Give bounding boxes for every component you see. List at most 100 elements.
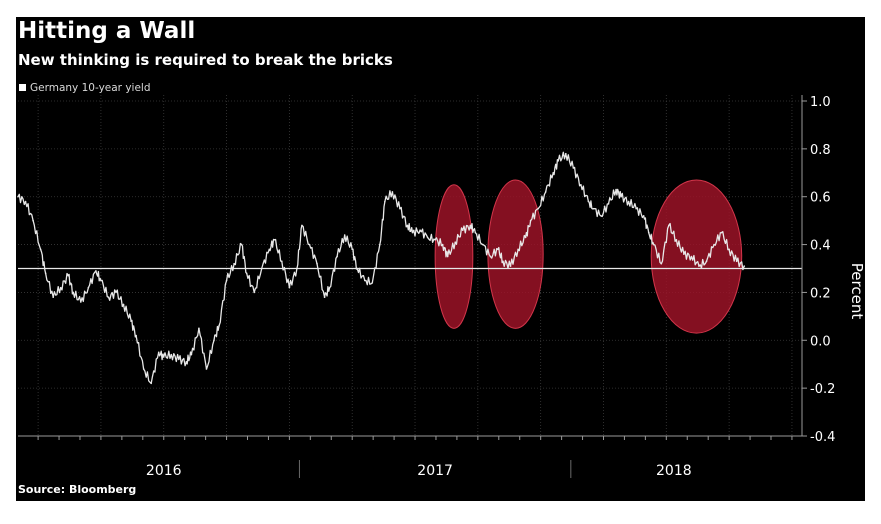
data-point	[627, 200, 630, 203]
data-point	[620, 195, 622, 198]
data-point	[509, 265, 512, 267]
data-point	[728, 248, 730, 251]
data-point	[24, 200, 27, 203]
data-point	[441, 243, 444, 246]
y-tick-label: -0.4	[810, 430, 835, 445]
data-point	[668, 224, 670, 227]
data-point	[572, 167, 575, 169]
y-tick-label: 0.6	[810, 191, 831, 206]
data-point	[343, 234, 346, 236]
y-axis-label: Percent	[848, 263, 865, 320]
legend-label: Germany 10-year yield	[30, 82, 151, 94]
data-point	[426, 236, 429, 239]
data-point	[363, 279, 366, 282]
y-tick-label: -0.2	[810, 382, 835, 397]
data-point	[660, 262, 663, 265]
data-point	[461, 229, 464, 232]
data-point	[564, 152, 567, 155]
data-point	[240, 243, 243, 246]
data-point	[384, 200, 386, 203]
source-note: Source: Bloomberg	[18, 483, 137, 496]
data-point	[592, 207, 595, 210]
data-point	[100, 279, 102, 282]
data-point	[399, 207, 401, 210]
data-point	[72, 291, 75, 294]
data-point	[135, 334, 137, 337]
data-point	[185, 361, 188, 363]
data-point	[642, 215, 645, 217]
data-point	[635, 207, 637, 210]
data-point	[281, 260, 283, 263]
y-tick-label: 0.0	[810, 334, 831, 349]
data-point	[743, 265, 746, 267]
data-point	[371, 282, 374, 284]
data-point	[122, 303, 125, 306]
y-tick-label: 0.2	[810, 286, 831, 301]
data-point	[690, 255, 693, 258]
data-point	[225, 279, 228, 282]
data-point	[59, 286, 62, 289]
data-point	[552, 171, 555, 174]
data-point	[150, 382, 152, 385]
data-point	[469, 224, 472, 227]
data-point	[17, 195, 19, 198]
data-point	[379, 243, 381, 246]
data-point	[213, 339, 215, 342]
data-point	[529, 219, 532, 222]
data-point	[713, 243, 715, 246]
data-point	[52, 296, 54, 299]
data-point	[720, 231, 723, 234]
data-point	[600, 215, 602, 217]
series-lines	[17, 151, 746, 385]
data-point	[557, 160, 560, 162]
data-point	[735, 260, 738, 263]
chart-subtitle: New thinking is required to break the br…	[18, 51, 393, 69]
data-point	[218, 325, 220, 327]
data-point	[615, 188, 617, 191]
chart-frame: 1.0 0.8 0.6 0.4 0.2 0.0 -0.2 -0.4 2016 2017 2018 P…	[16, 17, 865, 501]
data-point	[80, 301, 82, 303]
data-point	[705, 260, 708, 263]
data-point	[454, 241, 457, 243]
data-point	[537, 207, 539, 210]
x-year-label: 2017	[417, 463, 453, 479]
highlight-ellipse	[434, 184, 474, 329]
data-point	[652, 243, 655, 246]
data-point	[115, 291, 117, 294]
chart-title: Hitting a Wall	[18, 18, 196, 44]
data-point	[580, 183, 582, 186]
data-point	[233, 262, 235, 265]
data-point	[489, 255, 492, 258]
highlight-circles	[434, 179, 743, 334]
data-point	[406, 224, 409, 227]
data-point	[323, 296, 326, 299]
data-point	[170, 353, 173, 356]
data-point	[87, 286, 90, 289]
data-point	[32, 219, 34, 222]
y-tick-label: 0.4	[810, 239, 831, 254]
data-point	[524, 236, 527, 239]
data-point	[474, 231, 477, 234]
data-point	[107, 296, 110, 299]
data-point	[351, 248, 354, 251]
data-point	[419, 229, 421, 232]
data-point	[683, 253, 685, 255]
data-point	[130, 320, 132, 322]
data-point	[95, 270, 97, 272]
legend-swatch-icon	[19, 84, 26, 91]
x-year-label: 2018	[656, 463, 692, 479]
data-point	[162, 356, 165, 358]
axes: 1.0 0.8 0.6 0.4 0.2 0.0 -0.2 -0.4 2016 2017 2018	[18, 95, 835, 479]
data-point	[587, 200, 590, 203]
data-point	[434, 238, 436, 241]
chart-plot: 1.0 0.8 0.6 0.4 0.2 0.0 -0.2 -0.4 2016 2017 2018 P…	[17, 95, 865, 479]
data-point	[253, 291, 256, 294]
data-point	[198, 327, 200, 330]
data-point	[497, 248, 499, 251]
data-point	[288, 286, 291, 289]
data-point	[157, 351, 160, 354]
data-point	[273, 238, 276, 241]
data-point	[502, 260, 504, 263]
data-point	[67, 274, 70, 277]
data-point	[245, 272, 248, 275]
